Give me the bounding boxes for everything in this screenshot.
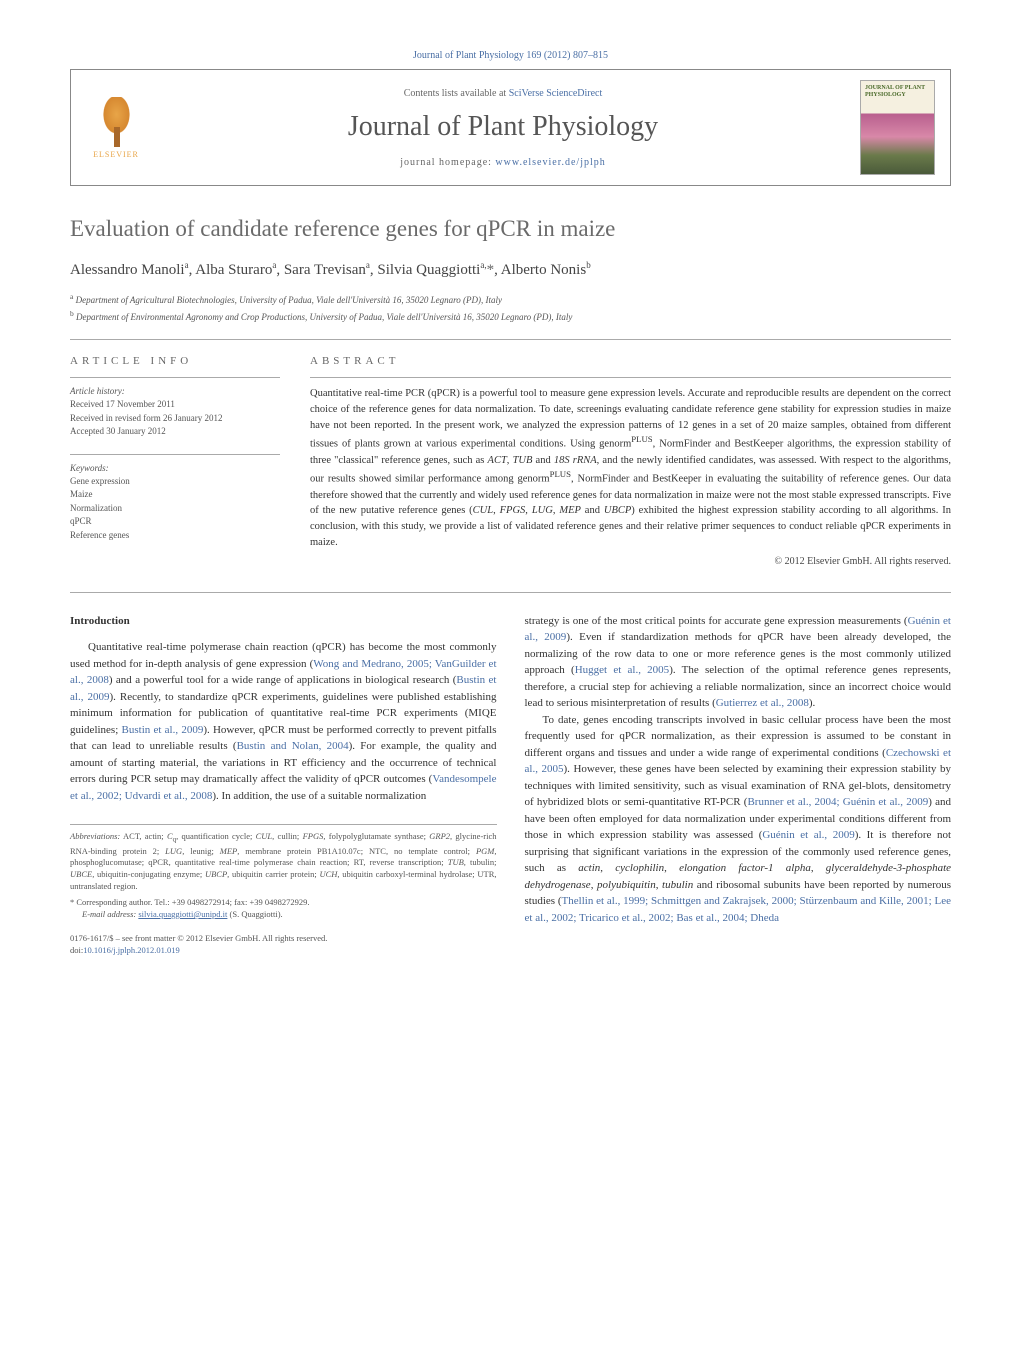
- page: Journal of Plant Physiology 169 (2012) 8…: [0, 0, 1021, 997]
- cover-title: JOURNAL OF PLANT PHYSIOLOGY: [865, 85, 934, 98]
- affiliations: a Department of Agricultural Biotechnolo…: [70, 291, 951, 324]
- journal-header-box: ELSEVIER Contents lists available at Sci…: [70, 69, 951, 186]
- authors-line: Alessandro Manolia, Alba Sturaroa, Sara …: [70, 260, 951, 279]
- article-info-column: article info Article history: Received 1…: [70, 355, 280, 567]
- elsevier-logo: ELSEVIER: [86, 90, 146, 165]
- intro-paragraph-2: strategy is one of the most critical poi…: [525, 613, 952, 712]
- keyword-3: qPCR: [70, 515, 280, 529]
- keyword-1: Maize: [70, 488, 280, 502]
- divider: [70, 592, 951, 593]
- intro-paragraph-1: Quantitative real-time polymerase chain …: [70, 639, 497, 804]
- body-column-right: strategy is one of the most critical poi…: [525, 613, 952, 957]
- affiliation-b: b Department of Environmental Agronomy a…: [70, 308, 951, 325]
- homepage-prefix: journal homepage:: [400, 157, 495, 168]
- article-title: Evaluation of candidate reference genes …: [70, 216, 951, 242]
- introduction-heading: Introduction: [70, 613, 497, 630]
- issn-line: 0176-1617/$ – see front matter © 2012 El…: [70, 933, 497, 945]
- abbreviations-line: Abbreviations: ACT, actin; Cq, quantific…: [70, 831, 497, 893]
- body-columns: Introduction Quantitative real-time poly…: [70, 613, 951, 957]
- history-block: Article history: Received 17 November 20…: [70, 377, 280, 439]
- keywords-label: Keywords:: [70, 463, 280, 473]
- email-link[interactable]: silvia.quaggiotti@unipd.it: [138, 909, 227, 919]
- doi-line: doi:10.1016/j.jplph.2012.01.019: [70, 945, 497, 957]
- email-suffix: (S. Quaggiotti).: [227, 909, 282, 919]
- history-received: Received 17 November 2011: [70, 398, 280, 412]
- abbrev-text: ACT, actin; Cq, quantification cycle; CU…: [70, 831, 497, 891]
- homepage-link[interactable]: www.elsevier.de/jplph: [495, 157, 605, 168]
- abstract-copyright: © 2012 Elsevier GmbH. All rights reserve…: [310, 556, 951, 567]
- footnotes: Abbreviations: ACT, actin; Cq, quantific…: [70, 824, 497, 921]
- keyword-0: Gene expression: [70, 475, 280, 489]
- divider: [70, 339, 951, 340]
- keywords-block: Keywords: Gene expression Maize Normaliz…: [70, 454, 280, 543]
- history-label: Article history:: [70, 386, 280, 396]
- homepage-line: journal homepage: www.elsevier.de/jplph: [146, 157, 860, 168]
- header-center: Contents lists available at SciVerse Sci…: [146, 88, 860, 168]
- abstract-text: Quantitative real-time PCR (qPCR) is a p…: [310, 377, 951, 551]
- history-revised: Received in revised form 26 January 2012: [70, 412, 280, 426]
- journal-cover-thumbnail: JOURNAL OF PLANT PHYSIOLOGY: [860, 80, 935, 175]
- keyword-4: Reference genes: [70, 529, 280, 543]
- body-column-left: Introduction Quantitative real-time poly…: [70, 613, 497, 957]
- abstract-heading: abstract: [310, 355, 951, 367]
- contents-prefix: Contents lists available at: [404, 88, 509, 99]
- doi-link[interactable]: 10.1016/j.jplph.2012.01.019: [83, 945, 180, 955]
- journal-name: Journal of Plant Physiology: [146, 111, 860, 143]
- email-line: E-mail address: silvia.quaggiotti@unipd.…: [70, 909, 497, 921]
- email-label: E-mail address:: [82, 909, 136, 919]
- history-accepted: Accepted 30 January 2012: [70, 425, 280, 439]
- running-header: Journal of Plant Physiology 169 (2012) 8…: [70, 50, 951, 61]
- elsevier-text: ELSEVIER: [93, 150, 139, 159]
- elsevier-tree-icon: [94, 97, 139, 147]
- corresponding-author: * Corresponding author. Tel.: +39 049827…: [70, 897, 497, 909]
- abstract-column: abstract Quantitative real-time PCR (qPC…: [310, 355, 951, 567]
- footer: 0176-1617/$ – see front matter © 2012 El…: [70, 933, 497, 957]
- sciencedirect-link[interactable]: SciVerse ScienceDirect: [509, 88, 603, 99]
- intro-paragraph-3: To date, genes encoding transcripts invo…: [525, 712, 952, 927]
- article-info-heading: article info: [70, 355, 280, 367]
- info-abstract-row: article info Article history: Received 1…: [70, 355, 951, 567]
- affiliation-a: a Department of Agricultural Biotechnolo…: [70, 291, 951, 308]
- abbrev-label: Abbreviations:: [70, 831, 120, 841]
- keyword-2: Normalization: [70, 502, 280, 516]
- contents-line: Contents lists available at SciVerse Sci…: [146, 88, 860, 99]
